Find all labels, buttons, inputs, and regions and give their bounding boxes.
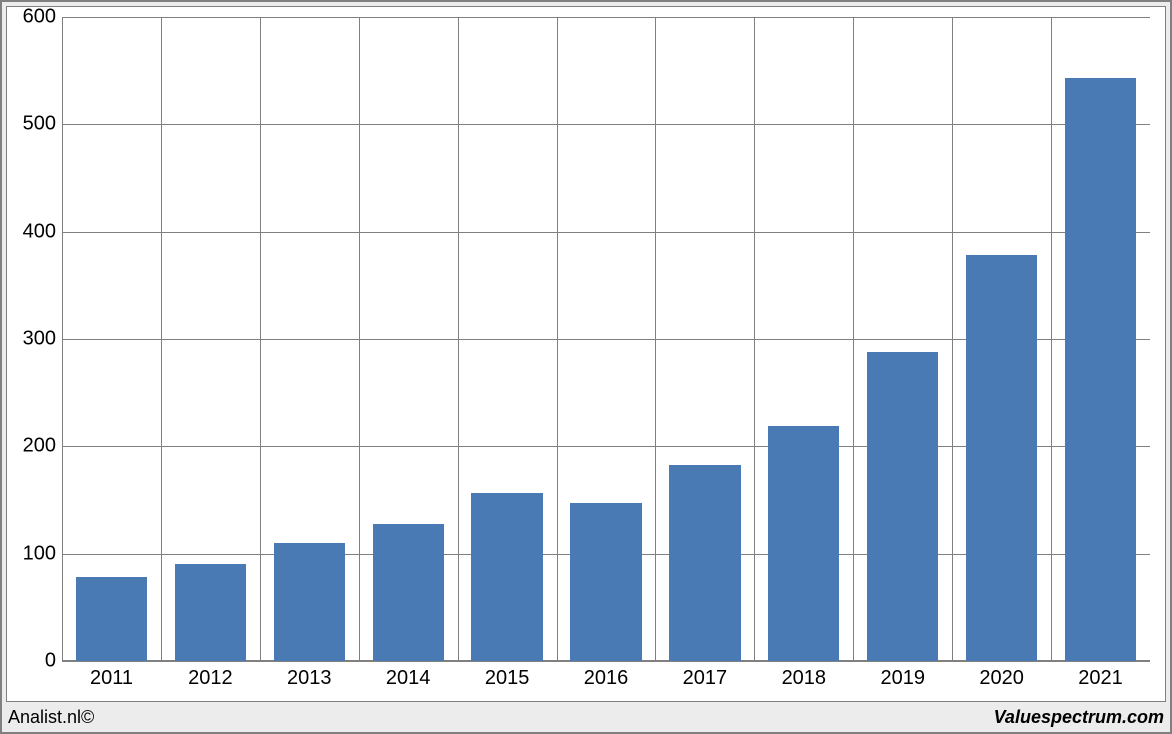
bar — [1065, 78, 1136, 661]
gridline-vertical — [853, 17, 854, 661]
bar — [175, 564, 246, 661]
footer-right-credit: Valuespectrum.com — [994, 707, 1164, 728]
x-tick-label: 2012 — [188, 661, 233, 690]
x-tick-label: 2013 — [287, 661, 332, 690]
bar — [76, 577, 147, 661]
gridline-vertical — [161, 17, 162, 661]
gridline-vertical — [359, 17, 360, 661]
footer-left-credit: Analist.nl© — [8, 707, 94, 728]
x-tick-label: 2019 — [880, 661, 925, 690]
x-tick-label: 2017 — [683, 661, 728, 690]
x-tick-label: 2021 — [1078, 661, 1123, 690]
gridline-vertical — [754, 17, 755, 661]
y-tick-label: 300 — [23, 328, 62, 351]
bar — [373, 524, 444, 661]
gridline-vertical — [655, 17, 656, 661]
x-tick-label: 2020 — [979, 661, 1024, 690]
gridline-vertical — [260, 17, 261, 661]
x-tick-label: 2014 — [386, 661, 431, 690]
y-tick-label: 200 — [23, 435, 62, 458]
bar — [274, 543, 345, 661]
gridline-vertical — [952, 17, 953, 661]
chart-plot-frame: 0 100 200 300 400 500 600 2011 2012 2013 2014 2015 2… — [6, 6, 1166, 702]
bar — [471, 493, 542, 662]
y-tick-label: 400 — [23, 220, 62, 243]
bar — [867, 352, 938, 661]
y-tick-label: 500 — [23, 113, 62, 136]
chart-plot-area: 0100200300400500600201120122013201420152… — [62, 17, 1150, 661]
y-tick-label: 600 — [23, 6, 62, 29]
bar — [570, 503, 641, 661]
x-tick-label: 2015 — [485, 661, 530, 690]
bar — [669, 465, 740, 661]
bar — [966, 255, 1037, 661]
chart-outer-frame: 0 100 200 300 400 500 600 2011 2012 2013 2014 2015 2… — [0, 0, 1172, 734]
x-tick-label: 2018 — [782, 661, 827, 690]
gridline-horizontal — [62, 232, 1150, 233]
gridline-horizontal — [62, 124, 1150, 125]
gridline-vertical — [458, 17, 459, 661]
gridline-vertical — [1051, 17, 1052, 661]
x-tick-label: 2011 — [90, 661, 133, 690]
y-tick-label: 100 — [23, 542, 62, 565]
y-tick-label: 0 — [45, 650, 62, 673]
bar — [768, 426, 839, 661]
x-tick-label: 2016 — [584, 661, 629, 690]
gridline-vertical — [557, 17, 558, 661]
gridline-horizontal — [62, 17, 1150, 18]
